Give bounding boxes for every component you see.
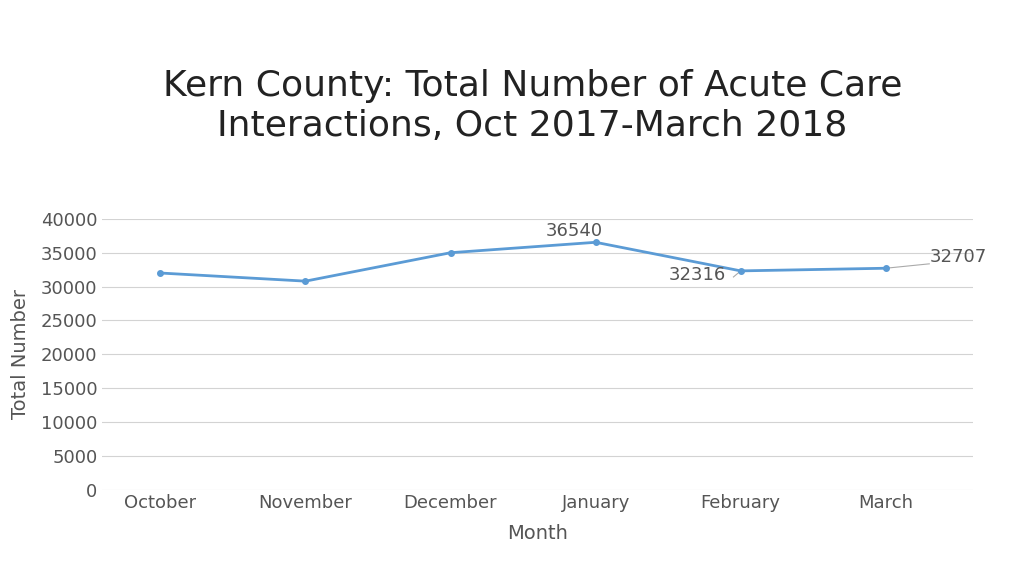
Text: 32707: 32707 [930, 248, 987, 266]
X-axis label: Month: Month [507, 524, 568, 543]
Text: Kern County: Total Number of Acute Care
Interactions, Oct 2017-March 2018: Kern County: Total Number of Acute Care … [163, 69, 902, 142]
Text: 36540: 36540 [546, 222, 602, 240]
Y-axis label: Total Number: Total Number [10, 289, 30, 419]
Text: 32316: 32316 [669, 266, 726, 285]
